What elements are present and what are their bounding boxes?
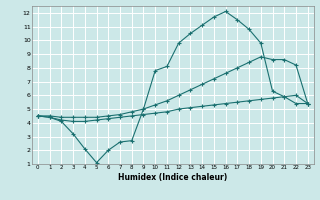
X-axis label: Humidex (Indice chaleur): Humidex (Indice chaleur) <box>118 173 228 182</box>
